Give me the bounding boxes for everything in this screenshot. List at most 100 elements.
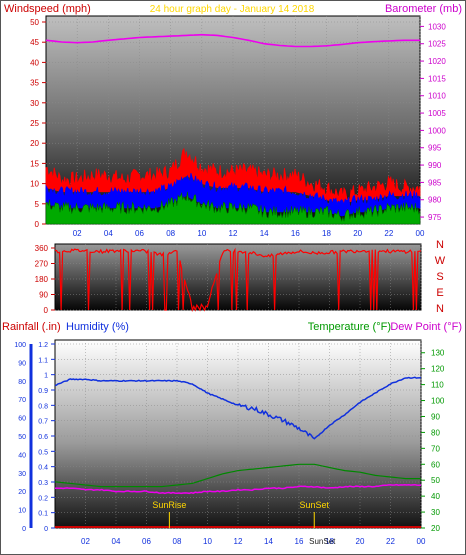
y-tick-label: 20 [30,139,39,148]
y-tick-label: 30 [431,508,440,517]
chart-title: 24 hour graph day - January 14 2018 [150,4,315,15]
y-tick-label: 10 [18,508,26,515]
y-tick-label: 80 [18,379,26,386]
y-tick-label: 20 [18,489,26,496]
direction-label: N [436,239,444,251]
y-tick-label: 50 [18,434,26,441]
x-tick-label: 06 [142,537,151,546]
y-tick-label: 975 [428,213,442,222]
wind-direction-series [54,247,422,313]
y-tick-label: 0.2 [38,495,48,502]
y-tick-label: 180 [35,275,49,284]
x-tick-label: 08 [166,229,175,238]
x-tick-label: 20 [356,537,365,546]
wind-low-series [45,191,421,225]
y-tick-label: 120 [431,365,445,374]
y-tick-label: 100 [431,397,445,406]
sunset-axis-label: SunSet [309,537,336,546]
y-tick-label: 5 [35,200,40,209]
y-tick-label: 0.3 [38,480,48,487]
barometer-axis-label: Barometer (mb) [385,3,462,15]
x-tick-label: 02 [81,537,90,546]
y-tick-label: 1010 [428,92,446,101]
y-tick-label: 25 [30,119,39,128]
y-tick-label: 1.1 [38,357,48,364]
y-tick-label: 80 [431,428,440,437]
x-tick-label: 20 [353,229,362,238]
y-tick-label: 1005 [428,109,446,118]
x-tick-label: 00 [417,537,426,546]
panel-wind-ticks: 0510152025303540455097598098599099510001… [30,18,446,238]
x-tick-label: 22 [386,537,395,546]
x-tick-label: 10 [197,229,206,238]
y-tick-label: 985 [428,178,442,187]
y-tick-label: 60 [431,460,440,469]
y-tick-label: 0 [22,526,26,533]
x-tick-label: 10 [203,537,212,546]
panel-humidity-series [54,376,422,528]
dewpoint-axis-label: Dew Point (°F) [390,321,462,333]
panel-humidity-grid [55,340,422,529]
y-tick-label: 90 [18,360,26,367]
y-tick-label: 0.7 [38,419,48,426]
y-tick-label: 1015 [428,74,446,83]
y-tick-label: 1 [44,373,48,380]
humidity-axis-label: Humidity (%) [66,321,129,333]
y-tick-label: 10 [30,180,39,189]
sunset-label: SunSet [299,500,329,510]
y-tick-label: 15 [30,159,39,168]
barometer-series [45,33,420,48]
dewpoint-series [54,483,422,495]
direction-label: E [436,287,443,299]
y-tick-label: 45 [30,38,39,47]
y-tick-label: 40 [18,452,26,459]
x-tick-label: 02 [73,229,82,238]
x-tick-label: 16 [291,229,300,238]
y-tick-label: 0.9 [38,388,48,395]
y-tick-label: 1020 [428,57,446,66]
y-tick-label: 0 [44,306,49,315]
y-tick-label: 90 [431,412,440,421]
y-tick-label: 100 [14,342,26,349]
y-tick-label: 0.5 [38,449,48,456]
direction-label: W [435,255,446,267]
windspeed-axis-label: Windspeed (mph) [4,3,91,15]
y-tick-label: 35 [30,79,39,88]
y-tick-label: 30 [18,471,26,478]
y-tick-label: 90 [39,291,48,300]
x-tick-label: 04 [104,229,113,238]
sunrise-label: SunRise [152,500,186,510]
y-tick-label: 60 [18,416,26,423]
x-tick-label: 00 [416,229,425,238]
direction-label: N [436,303,444,315]
x-tick-label: 06 [135,229,144,238]
y-tick-label: 20 [431,524,440,533]
panel-direction-series [54,247,422,313]
y-tick-label: 0 [44,526,48,533]
y-tick-label: 1025 [428,40,446,49]
y-tick-label: 40 [30,58,39,67]
y-tick-label: 990 [428,161,442,170]
y-tick-label: 50 [431,476,440,485]
rainfall-axis-label: Rainfall (.in) [2,321,61,333]
y-tick-label: 0.1 [38,511,48,518]
y-tick-label: 0 [35,220,40,229]
x-tick-label: 22 [384,229,393,238]
x-tick-label: 12 [234,537,243,546]
y-tick-label: 0.4 [38,465,48,472]
x-tick-label: 14 [264,537,273,546]
y-tick-label: 110 [431,381,444,390]
x-tick-label: 16 [295,537,304,546]
x-tick-label: 14 [260,229,269,238]
y-tick-label: 270 [35,260,49,269]
x-tick-label: 18 [322,229,331,238]
direction-label: S [436,271,443,283]
y-tick-label: 1000 [428,126,446,135]
x-tick-label: 18 [325,537,334,546]
y-tick-label: 360 [35,244,49,253]
temperature-axis-label: Temperature (°F) [308,321,391,333]
y-tick-label: 995 [428,144,442,153]
panel-humidity-ticks: 010203040506070809010000.10.20.30.40.50.… [14,342,445,546]
panel-wind-series [45,33,421,225]
